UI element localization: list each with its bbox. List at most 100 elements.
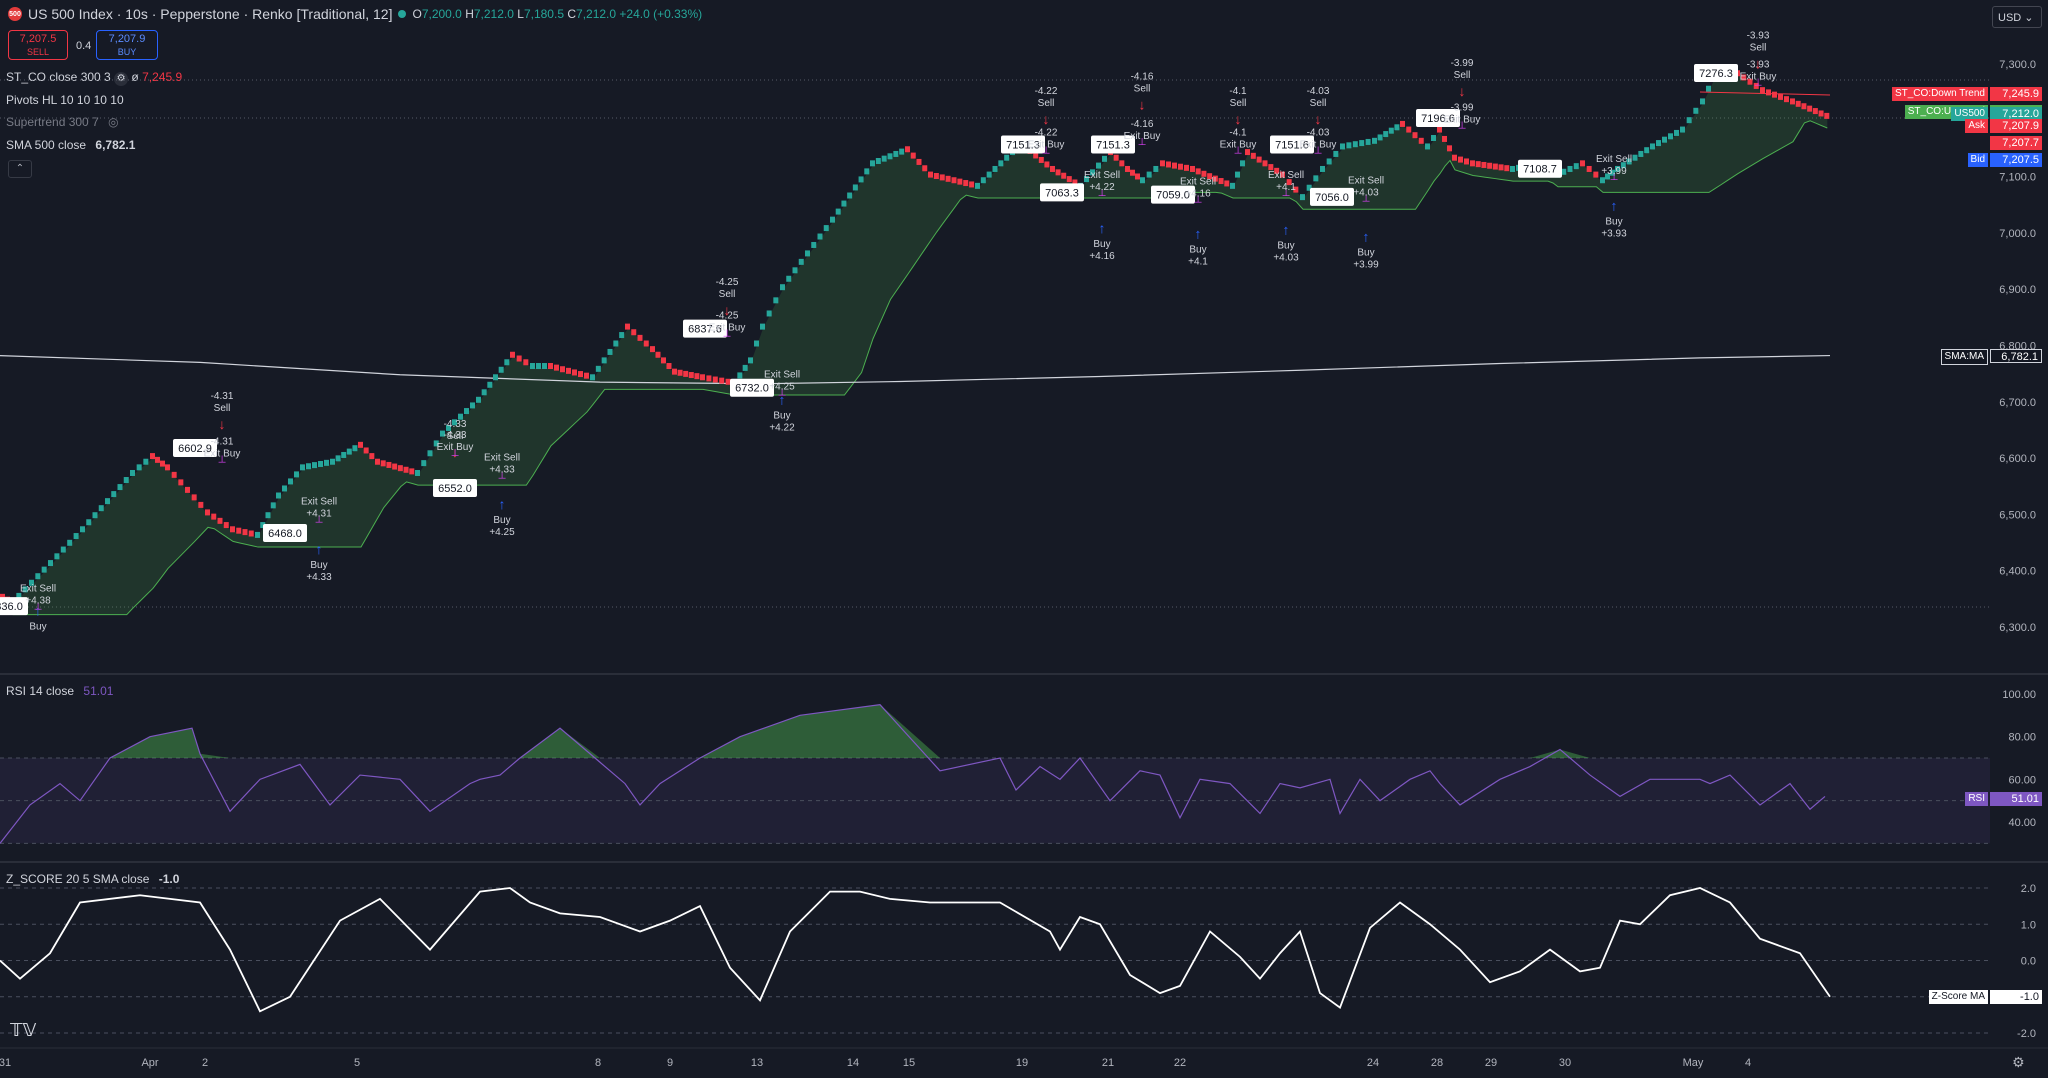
sell-arrow-icon: ↓ [1235,111,1242,127]
renko-brick [248,530,254,537]
exit-signal-line2: +3.99 [1601,166,1627,177]
sell-button[interactable]: 7,207.5 SELL [8,30,68,60]
renko-brick [160,460,165,467]
renko-brick [1644,147,1650,154]
legend-rsi[interactable]: RSI 14 close 51.01 [6,684,113,698]
time-tick-label: 19 [1016,1057,1028,1069]
renko-brick [306,463,311,470]
sell-signal-label: Sell [719,289,736,300]
hidden-eye-icon[interactable]: ◎ [108,115,119,129]
price-tag-label: US500 [1951,106,1988,121]
renko-brick [1090,169,1095,176]
renko-brick [392,463,398,470]
symbol-title[interactable]: US 500 Index · 10s · Pepperstone · Renko… [28,6,393,22]
exit-signal-line2: +4.03 [1353,187,1379,198]
renko-brick [683,370,689,377]
buy-signal-label: Buy [493,515,510,526]
legend-pivots[interactable]: Pivots HL 10 10 10 10 [6,93,124,107]
renko-brick [403,466,409,473]
renko-brick [1268,164,1274,171]
buy-signal-value: +3.93 [1601,228,1627,239]
buy-arrow-icon: ↑ [1283,222,1290,238]
sell-signal-value: -4.16 [1131,71,1154,82]
buy-price: 7,207.9 [108,33,146,45]
renko-brick [1135,173,1140,180]
pivot-label-box [1001,135,1045,154]
rsi-pane [0,704,1990,844]
buy-arrow-icon: ↑ [1611,197,1618,213]
renko-brick [1481,161,1487,168]
renko-brick [1190,165,1195,172]
renko-brick [1437,126,1442,133]
renko-brick [607,348,613,355]
buy-button[interactable]: 7,207.9 BUY [96,30,158,60]
settings-gear-icon[interactable]: ⚙ [2012,1054,2025,1070]
renko-brick [1140,177,1145,184]
renko-brick [1004,154,1010,161]
exit-signal-line1: -3.93 [1747,60,1770,71]
exit-marker-icon: ⊥ [1194,195,1203,206]
price-tag-value: 7,207.5 [1990,152,2042,167]
z-tick-label: 1.0 [2021,919,2036,931]
pivot-label: 7056.0 [1315,192,1349,204]
price-tag-label: SMA:MA [1940,348,1988,365]
renko-brick [516,355,522,362]
exit-signal-line2: +4.25 [769,382,795,393]
renko-brick [1352,141,1358,148]
settings-icon[interactable]: ⚙ [114,72,129,86]
sell-arrow-icon: ↓ [724,302,731,318]
exit-signal-line2: +4.16 [1185,189,1211,200]
renko-brick [446,424,451,431]
renko-brick [1593,171,1599,178]
price-tag-value: 7,207.9 [1990,118,2042,133]
tradingview-logo-icon[interactable]: 𝕋𝕍 [10,1020,37,1040]
price-tick-label: 6,600.0 [1999,453,2036,465]
buy-signal-value: +4.03 [1273,253,1299,264]
buy-signal-value: +3.99 [1353,259,1379,270]
buy-signal-value: +4.22 [769,423,795,434]
pivot-label-box [1151,185,1195,204]
supertrend-up-line [2,120,1828,616]
renko-brick [1235,171,1240,178]
renko-brick [1038,156,1044,163]
exit-marker-icon: ⊥ [1314,146,1323,157]
renko-brick [1061,172,1067,179]
legend-rsi-name: RSI 14 close [6,684,75,698]
collapse-legend-button[interactable]: ⌃ [8,160,32,178]
pivot-label-box [433,478,477,497]
buy-signal-label: Buy [1277,241,1294,252]
price-tick-label: 6,500.0 [1999,509,2036,521]
renko-brick [318,460,323,467]
renko-brick [1784,96,1789,103]
exit-signal-line1: -3.99 [1451,102,1474,113]
renko-brick [945,175,951,182]
renko-brick [1586,165,1592,172]
symbol-header[interactable]: 500 US 500 Index · 10s · Pepperstone · R… [8,6,702,22]
rsi-tick-label: 100.00 [2002,689,2036,701]
exit-signal-line2: Exit Buy [204,449,241,460]
legend-supertrend[interactable]: Supertrend 300 7 ◎ [6,115,119,129]
renko-brick [922,165,928,172]
currency-select[interactable]: USD ⌄ [1992,6,2042,28]
renko-brick [1824,112,1830,119]
renko-brick [470,402,475,409]
renko-brick [1212,175,1218,182]
renko-brick [1610,169,1615,176]
time-tick-label: 21 [1102,1057,1114,1069]
renko-brick [510,351,515,358]
legend-sma[interactable]: SMA 500 close 6,782.1 [6,138,135,152]
renko-brick [1394,124,1400,131]
exit-signal-line1: Exit Sell [1268,170,1304,181]
axes: 7,300.07,200.07,100.07,000.06,900.06,800… [0,59,2036,1069]
legend-zscore[interactable]: Z_SCORE 20 5 SMA close -1.0 [6,872,179,886]
time-tick-label: 28 [1431,1057,1443,1069]
renko-brick [625,323,630,330]
sell-signal-value: -4.31 [211,391,234,402]
pivot-label-box [0,597,28,616]
renko-brick [22,586,28,593]
sell-signal-value: -4.25 [716,277,739,288]
renko-brick [1055,169,1061,176]
pivot-label: 7108.7 [1523,164,1557,176]
renko-brick [1388,127,1394,134]
